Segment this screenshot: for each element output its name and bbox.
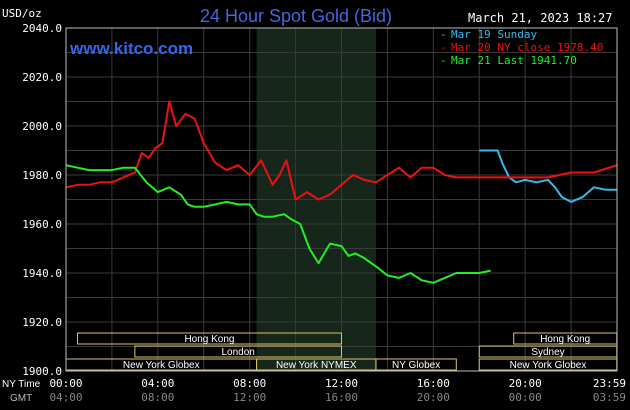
market-label: NY Globex <box>392 360 440 371</box>
market-label: Sydney <box>531 347 564 358</box>
x-tick-ny: 04:00 <box>141 377 174 390</box>
x-tick-gmt: 08:00 <box>141 391 174 404</box>
y-axis-unit: USD/oz <box>2 7 42 20</box>
y-tick-label: 1960.0 <box>22 218 62 231</box>
y-tick-label: 2000.0 <box>22 120 62 133</box>
legend-marker: - <box>440 41 447 54</box>
legend-entry: Mar 21 Last 1941.70 <box>451 54 577 67</box>
market-label: Hong Kong <box>540 334 590 345</box>
y-axis: 1900.0 1920.0 1940.0 1960.0 1980.0 2000.0 2020… <box>22 22 62 378</box>
series-line <box>65 164 491 284</box>
y-tick-label: 1940.0 <box>22 267 62 280</box>
market-label: Hong Kong <box>184 334 234 345</box>
legend: - Mar 19 Sunday- Mar 20 NY close 1978.40- M… <box>440 28 603 67</box>
market-bar <box>375 358 457 371</box>
x-tick-ny: 20:00 <box>509 377 542 390</box>
y-tick-label: 1980.0 <box>22 169 62 182</box>
market-label: New York NYMEX <box>276 360 357 371</box>
legend-entry: Mar 19 Sunday <box>451 28 537 41</box>
ny-time-label: NY Time <box>2 379 41 390</box>
market-hours-bars: Hong Kong Hong Kong London Sydney New York G… <box>65 332 618 371</box>
x-tick-gmt: 04:00 <box>49 391 82 404</box>
y-tick-label: 1900.0 <box>22 365 62 378</box>
x-axis: NY TimeGMT00:0004:0004:0008:0008:0012:00… <box>2 377 626 404</box>
x-tick-ny: 16:00 <box>417 377 450 390</box>
legend-entry: Mar 20 NY close 1978.40 <box>451 41 603 54</box>
series-line <box>479 149 617 203</box>
gmt-label: GMT <box>10 393 32 404</box>
plot-frame <box>65 27 618 372</box>
x-tick-ny: 08:00 <box>233 377 266 390</box>
market-bar <box>76 332 343 345</box>
x-tick-ny: 23:59 <box>593 377 626 390</box>
legend-marker: - <box>440 54 447 67</box>
x-tick-gmt: 00:00 <box>509 391 542 404</box>
market-label: New York Globex <box>123 360 200 371</box>
market-label: New York Globex <box>510 360 587 371</box>
x-tick-gmt: 20:00 <box>417 391 450 404</box>
x-tick-ny: 12:00 <box>325 377 358 390</box>
grid <box>65 27 618 372</box>
site-watermark[interactable]: www.kitco.com <box>69 39 193 58</box>
legend-marker: - <box>440 28 447 41</box>
x-tick-gmt: 12:00 <box>233 391 266 404</box>
series-line <box>65 100 618 201</box>
chart-title: 24 Hour Spot Gold (Bid) <box>200 6 392 26</box>
market-label: London <box>222 347 255 358</box>
x-tick-ny: 00:00 <box>49 377 82 390</box>
x-tick-gmt: 03:59 <box>593 391 626 404</box>
x-tick-gmt: 16:00 <box>325 391 358 404</box>
market-bar <box>134 345 342 358</box>
y-tick-label: 2020.0 <box>22 71 62 84</box>
timestamp: March 21, 2023 18:27 <box>468 11 613 25</box>
y-tick-label: 2040.0 <box>22 22 62 35</box>
price-series <box>65 100 618 284</box>
y-tick-label: 1920.0 <box>22 316 62 329</box>
